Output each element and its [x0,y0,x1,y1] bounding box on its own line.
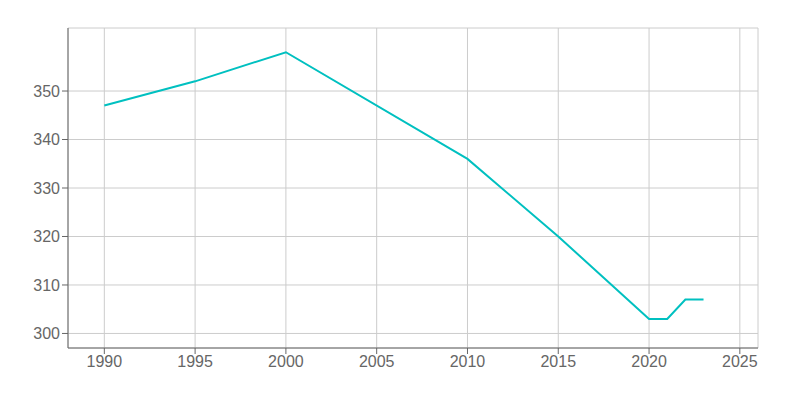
svg-text:340: 340 [33,131,60,148]
svg-text:1990: 1990 [87,353,123,370]
svg-text:2025: 2025 [722,353,758,370]
svg-text:350: 350 [33,83,60,100]
svg-text:330: 330 [33,180,60,197]
svg-text:1995: 1995 [177,353,213,370]
svg-text:2005: 2005 [359,353,395,370]
svg-text:2015: 2015 [540,353,576,370]
svg-text:310: 310 [33,277,60,294]
svg-text:300: 300 [33,325,60,342]
svg-text:2000: 2000 [268,353,304,370]
svg-text:2010: 2010 [450,353,486,370]
svg-text:320: 320 [33,228,60,245]
svg-text:2020: 2020 [631,353,667,370]
